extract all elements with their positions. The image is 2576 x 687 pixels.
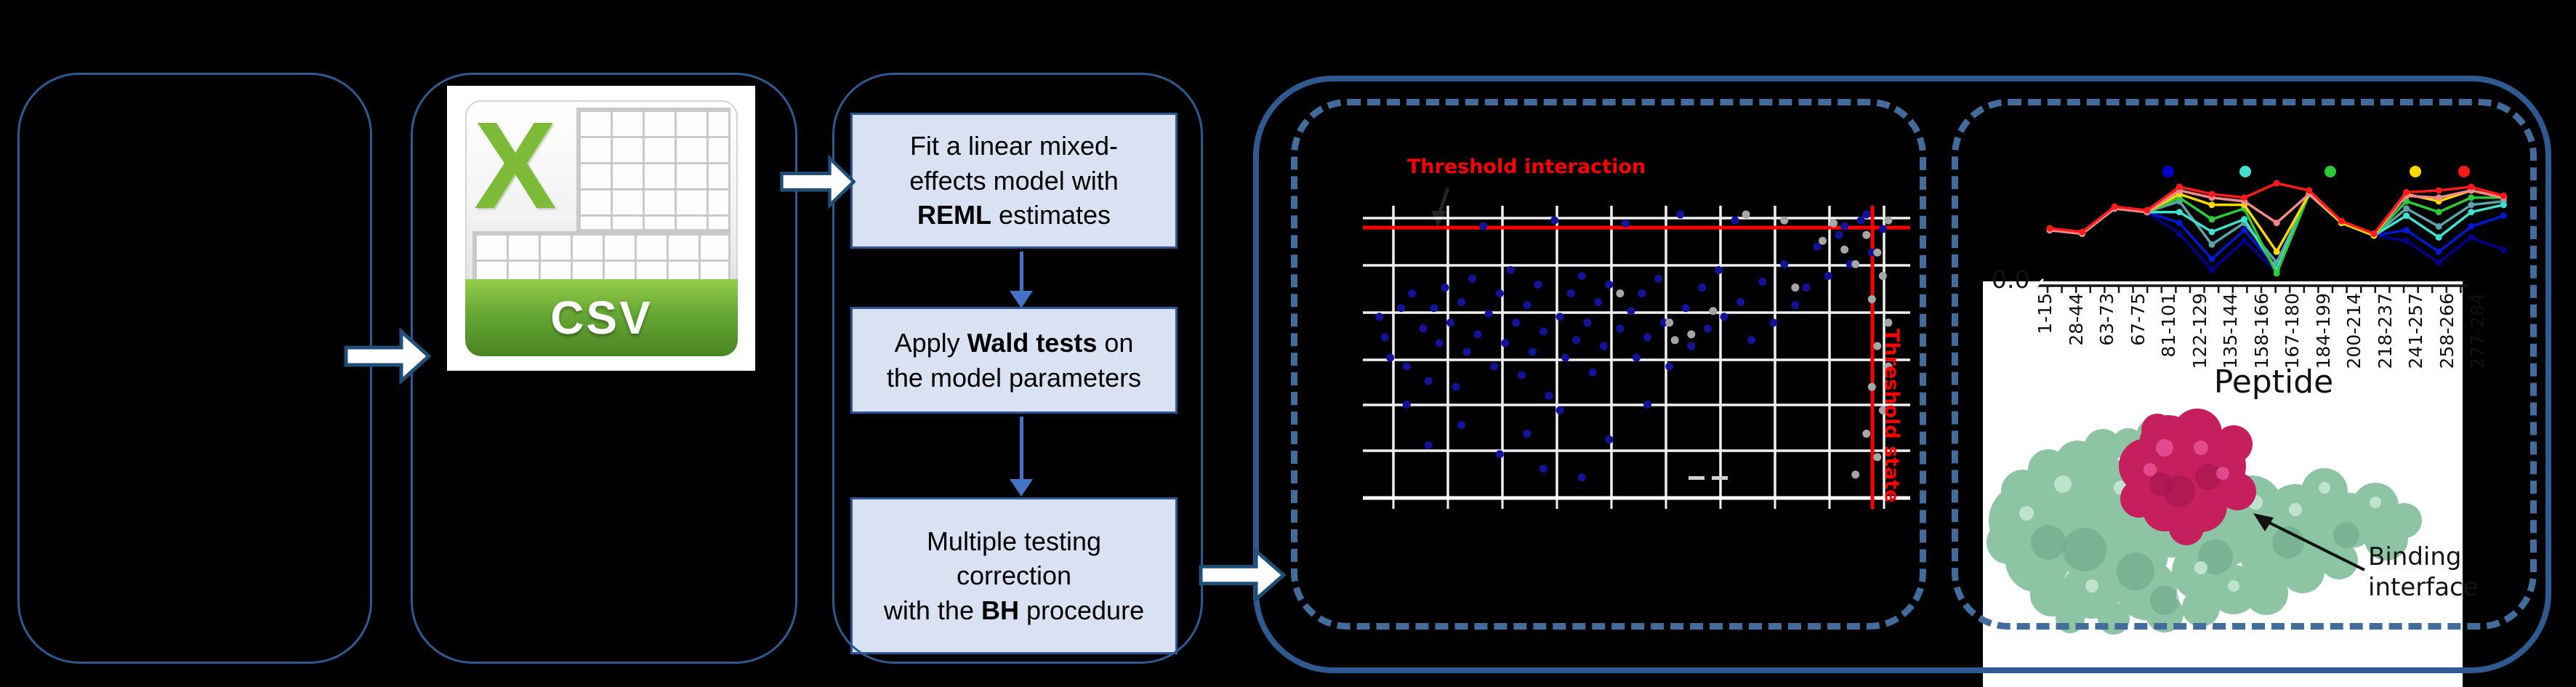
csv-file-icon: X CSV (447, 86, 755, 371)
down-arrow-icon (1010, 291, 1033, 308)
spreadsheet-grid (576, 108, 730, 231)
step-text: on the model parameters (886, 327, 1142, 393)
legend-dot-icon (2162, 166, 2174, 177)
panel-peptide-results (1952, 99, 2537, 630)
step-wald-tests: Apply Wald tests on the model parameters (850, 307, 1178, 414)
binding-interface-label: interface (2368, 573, 2479, 602)
step-bold: REML (917, 200, 991, 230)
panel-statistics (832, 73, 1203, 664)
csv-banner: CSV (465, 279, 738, 356)
down-arrow-icon (1010, 479, 1033, 497)
step-bold: BH (981, 595, 1019, 625)
y-axis-tick-label: 0.0 (1992, 265, 2030, 294)
right-arrow-icon (344, 327, 432, 385)
step-text: estimates (991, 200, 1111, 230)
step-text: procedure (1018, 595, 1145, 625)
x-axis-title: Peptide (2213, 363, 2334, 401)
excel-x-glyph: X (474, 100, 557, 235)
step-text: Multiple testing correction with the (883, 526, 1102, 625)
panel-threshold-plot (1291, 99, 1926, 630)
threshold-interaction-label: Threshold interaction (1406, 156, 1646, 178)
step-text: Fit a linear mixed- effects model with (909, 131, 1119, 196)
step-multiple-testing: Multiple testing correction with the BH … (850, 497, 1178, 654)
x-axis (2032, 278, 2468, 293)
protein-structure-image (1987, 409, 2422, 635)
csv-banner-label: CSV (550, 292, 653, 344)
step-fit-model: Fit a linear mixed- effects model with R… (850, 113, 1178, 249)
right-arrow-icon (1199, 547, 1287, 603)
flow-connector (1020, 417, 1023, 481)
panel-input (17, 73, 372, 664)
legend-dot-icon (2325, 166, 2336, 177)
csv-icon-body: X CSV (465, 100, 738, 356)
legend-dot-icon (2239, 166, 2251, 177)
step-bold: Wald tests (967, 327, 1098, 358)
right-arrow-icon (780, 154, 856, 209)
uptake-line-chart (2046, 180, 2507, 277)
binding-interface-label: Binding (2368, 542, 2462, 571)
legend-dot-icon (2410, 166, 2421, 177)
threshold-scatter-plot (1363, 206, 1910, 509)
results-container (1253, 76, 2551, 673)
step-text: Apply (894, 327, 967, 358)
flow-connector (1020, 252, 1023, 292)
panel-csv (411, 73, 797, 664)
legend-dot-icon (2458, 166, 2470, 177)
